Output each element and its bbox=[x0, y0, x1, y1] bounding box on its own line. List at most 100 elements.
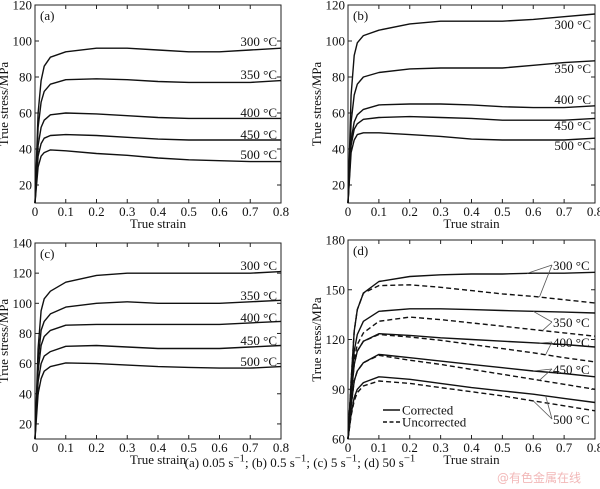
caption-sep: ; bbox=[244, 455, 252, 471]
caption-sup: −1 bbox=[345, 453, 358, 465]
y-tick-label: 40 bbox=[332, 142, 345, 157]
x-tick-label: 0.2 bbox=[88, 204, 104, 219]
series-line-350-c bbox=[34, 299, 282, 440]
figure-caption: (a) 0.05 s−1; (b) 0.5 s−1; (c) 5 s−1; (d… bbox=[0, 453, 600, 471]
y-tick-label: 180 bbox=[326, 233, 346, 248]
watermark: @有色金属在线 bbox=[497, 471, 582, 485]
x-tick-label: 0.3 bbox=[119, 204, 135, 219]
x-tick-label: 0 bbox=[32, 440, 39, 455]
series-line-400-c bbox=[34, 112, 281, 204]
x-tick-label: 0.4 bbox=[463, 204, 480, 219]
y-tick-label: 60 bbox=[19, 106, 32, 121]
y-tick-label: 60 bbox=[332, 432, 345, 447]
x-tick-label: 0.5 bbox=[494, 440, 510, 455]
series-line-450-c bbox=[347, 115, 596, 204]
x-tick-label: 0.8 bbox=[273, 204, 289, 219]
leader-line bbox=[533, 368, 553, 372]
panel-label: (b) bbox=[353, 8, 368, 23]
caption-text: (d) 50 s bbox=[364, 455, 404, 471]
x-tick-label: 0.6 bbox=[525, 204, 542, 219]
y-tick-label: 120 bbox=[13, 266, 33, 281]
y-tick-label: 100 bbox=[13, 296, 33, 311]
y-tick-label: 80 bbox=[19, 326, 32, 341]
x-tick-label: 0 bbox=[345, 440, 352, 455]
series-line-450-c-uncorrected bbox=[347, 354, 596, 440]
temperature-label: 450 °C bbox=[554, 118, 591, 133]
y-tick-label: 120 bbox=[326, 0, 346, 13]
y-tick-label: 20 bbox=[332, 178, 345, 193]
y-tick-label: 80 bbox=[332, 70, 345, 85]
panel-d: 0 0.1 0.2 0.3 0.4 0.5 0.6 0.7 0.8 60 90 120 150 180 Tr… bbox=[309, 233, 600, 468]
series-line-300-c-uncorrected bbox=[347, 284, 596, 440]
series-line-300-c bbox=[34, 47, 282, 204]
x-axis-label: True strain bbox=[130, 452, 187, 467]
x-tick-label: 0.1 bbox=[371, 204, 387, 219]
series-line-500-c bbox=[34, 362, 282, 440]
x-tick-label: 0.4 bbox=[150, 440, 167, 455]
caption-part-b: (b) 0.5 s−1; bbox=[251, 453, 314, 471]
x-tick-label: 0.6 bbox=[525, 440, 542, 455]
leader-line bbox=[526, 264, 553, 274]
x-tick-label: 0.5 bbox=[181, 204, 197, 219]
temperature-label: 400 °C bbox=[553, 335, 590, 350]
x-axis-label: True strain bbox=[443, 452, 500, 467]
series-line-300-c bbox=[34, 270, 282, 440]
x-tick-label: 0.1 bbox=[58, 204, 74, 219]
temperature-label: 400 °C bbox=[240, 310, 277, 325]
temperature-label: 300 °C bbox=[553, 258, 590, 273]
y-tick-label: 140 bbox=[13, 236, 33, 251]
x-tick-label: 0.7 bbox=[556, 204, 573, 219]
y-tick-label: 60 bbox=[332, 106, 345, 121]
temperature-label: 350 °C bbox=[554, 61, 591, 76]
temperature-label: 350 °C bbox=[553, 315, 590, 330]
x-tick-label: 0.8 bbox=[587, 440, 600, 455]
x-axis-label: True strain bbox=[443, 216, 500, 231]
y-axis-label: True stress/MPa bbox=[0, 299, 11, 384]
temperature-label: 400 °C bbox=[240, 105, 277, 120]
x-tick-label: 0.8 bbox=[587, 204, 600, 219]
leader-line bbox=[539, 264, 553, 298]
temperature-label: 500 °C bbox=[553, 412, 590, 427]
x-tick-label: 0.6 bbox=[211, 440, 228, 455]
x-tick-label: 0.4 bbox=[463, 440, 480, 455]
series-line-450-c bbox=[34, 344, 282, 440]
temperature-label: 500 °C bbox=[240, 147, 277, 162]
caption-text: (b) 0.5 s bbox=[251, 455, 295, 471]
temperature-label: 450 °C bbox=[240, 127, 277, 142]
y-axis-label: True stress/MPa bbox=[309, 297, 324, 382]
y-tick-label: 150 bbox=[326, 282, 346, 297]
y-axis-label: True stress/MPa bbox=[309, 62, 324, 147]
caption-sep: ; bbox=[306, 455, 314, 471]
series-line-350-c bbox=[34, 78, 282, 204]
temperature-label: 300 °C bbox=[240, 258, 277, 273]
x-tick-label: 0.1 bbox=[371, 440, 387, 455]
x-tick-label: 0.5 bbox=[494, 204, 510, 219]
leader-line bbox=[545, 341, 553, 355]
panel-label: (d) bbox=[353, 243, 368, 258]
caption-sup: −1 bbox=[403, 453, 416, 465]
leader-line bbox=[532, 400, 553, 420]
leader-line bbox=[539, 341, 553, 344]
series-line-350-c bbox=[347, 60, 596, 204]
leader-line bbox=[545, 395, 553, 420]
y-tick-label: 100 bbox=[326, 34, 346, 49]
caption-part-a: (a) 0.05 s−1; bbox=[185, 453, 252, 471]
legend-label: Corrected bbox=[402, 403, 454, 418]
temperature-label: 300 °C bbox=[240, 34, 277, 49]
temperature-label: 350 °C bbox=[240, 288, 277, 303]
x-tick-label: 0 bbox=[345, 204, 352, 219]
caption-text: (c) 5 s bbox=[313, 455, 346, 471]
y-tick-label: 90 bbox=[332, 382, 345, 397]
x-tick-label: 0.2 bbox=[402, 440, 418, 455]
x-tick-label: 0.8 bbox=[273, 440, 289, 455]
temperature-label: 350 °C bbox=[240, 67, 277, 82]
leader-line bbox=[533, 310, 553, 323]
x-tick-label: 0.3 bbox=[433, 204, 449, 219]
x-tick-label: 0.6 bbox=[211, 204, 228, 219]
temperature-label: 400 °C bbox=[554, 92, 591, 107]
temperature-label: 500 °C bbox=[240, 354, 277, 369]
x-tick-label: 0 bbox=[32, 204, 39, 219]
y-tick-label: 60 bbox=[19, 356, 32, 371]
